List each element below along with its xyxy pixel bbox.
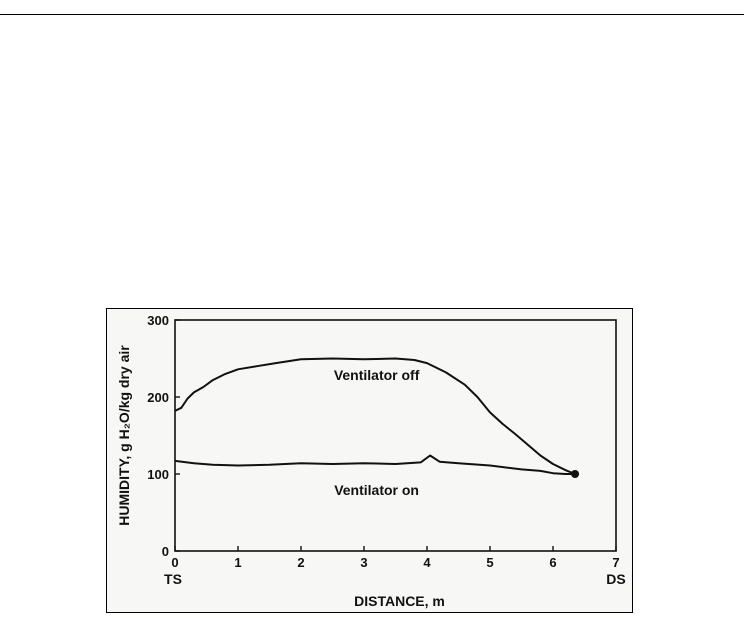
x-tick-label: 3 [360, 555, 367, 570]
y-tick-label: 200 [147, 390, 169, 405]
x-tick-label: 4 [423, 555, 431, 570]
y-axis-title: HUMIDITY, g H₂O/kg dry air [116, 345, 132, 526]
x-tick-label: 7 [612, 555, 619, 570]
x-tick-label: 0 [171, 555, 178, 570]
x-tick-label: 5 [486, 555, 493, 570]
series-line-1 [174, 357, 576, 475]
annotation-layer: Ventilator off Ventilator on [334, 367, 420, 498]
y-tick-label: 300 [147, 313, 169, 328]
x-axis-title: DISTANCE, m [354, 593, 445, 609]
x-end-label-end: DS [606, 571, 625, 587]
end-point-marker [571, 470, 580, 478]
y-tick-label: 100 [147, 467, 169, 482]
x-tick-label: 1 [234, 555, 241, 570]
y-tick-label: 0 [162, 544, 169, 559]
plot-area [174, 319, 617, 552]
series-layer [174, 357, 580, 478]
series-label-2: Ventilator on [334, 482, 419, 498]
y-axis-ticks: 0 100 200 300 [147, 313, 180, 559]
series-label-1: Ventilator off [334, 367, 420, 383]
x-tick-label: 6 [549, 555, 556, 570]
x-axis-ticks: 0 1 2 3 4 5 6 7 [171, 546, 620, 570]
series-line-2 [174, 454, 576, 475]
header-rule [0, 14, 744, 15]
x-tick-label: 2 [297, 555, 304, 570]
x-end-label-start: TS [164, 571, 182, 587]
